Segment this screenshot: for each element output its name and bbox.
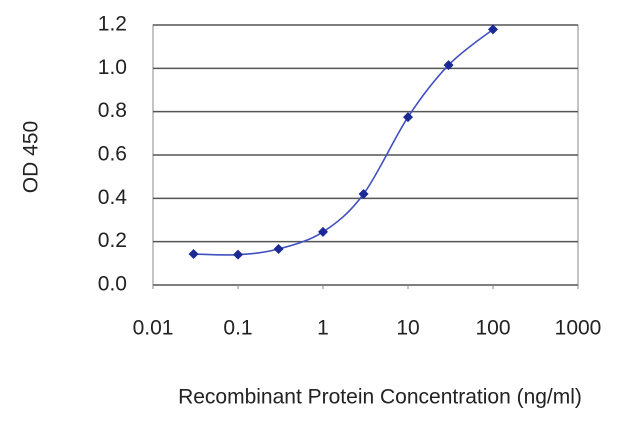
x-tick-label: 0.01 [133, 317, 174, 340]
x-axis-label: Recombinant Protein Concentration (ng/ml… [178, 386, 582, 409]
x-tick-label: 10 [396, 317, 419, 340]
marker [403, 112, 413, 123]
y-tick-label: 0.2 [98, 229, 127, 252]
line [193, 28, 494, 256]
marker [318, 226, 328, 237]
y-tick-label: 1.2 [98, 13, 127, 36]
marker [358, 189, 369, 199]
x-tick-label: 1 [317, 317, 329, 340]
y-axis-label: OD 450 [20, 121, 43, 193]
x-tick-label: 1000 [555, 317, 602, 340]
x-tick-label: 100 [475, 317, 510, 340]
y-tick-label: 0.6 [98, 143, 127, 166]
marker [273, 244, 284, 255]
y-tick-label: 1.0 [98, 56, 127, 79]
marker [488, 24, 498, 35]
marker [233, 249, 243, 260]
marker [188, 249, 199, 260]
y-tick-label: 0.4 [98, 186, 128, 209]
y-tick-label: 0.0 [98, 273, 127, 296]
marker [443, 60, 454, 71]
x-tick-label: 0.1 [223, 317, 252, 340]
y-tick-label: 0.8 [98, 99, 127, 122]
